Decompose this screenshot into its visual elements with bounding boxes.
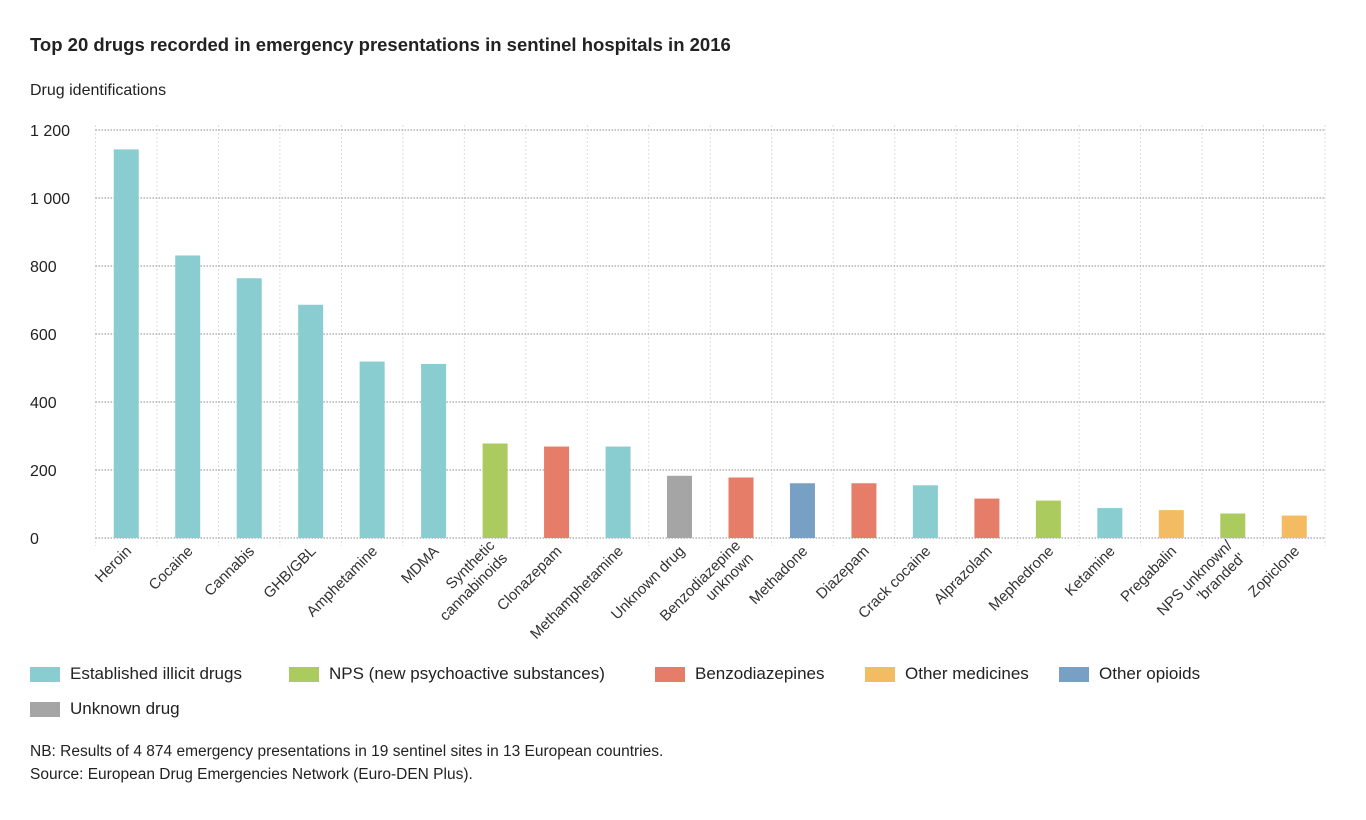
y-tick-label: 1 000 <box>30 191 70 208</box>
legend-swatch <box>655 666 685 682</box>
footnote: NB: Results of 4 874 emergency presentat… <box>30 743 664 760</box>
legend-item-benzodiazepines: Benzodiazepines <box>655 664 824 684</box>
legend-item-unknown: Unknown drug <box>30 699 180 719</box>
y-tick-label: 400 <box>30 395 57 412</box>
legend-label: Established illicit drugs <box>70 664 242 683</box>
legend-label: Other opioids <box>1099 664 1201 683</box>
legend-label: Unknown drug <box>70 699 180 718</box>
y-axis-label: Drug identifications <box>30 82 167 99</box>
source-note: Source: European Drug Emergencies Networ… <box>30 766 473 783</box>
x-tick-label: Cannabis <box>201 543 258 600</box>
y-tick-label: 600 <box>30 327 57 344</box>
legend-label: NPS (new psychoactive substances) <box>329 664 605 683</box>
x-tick-label: Zopiclone <box>1245 543 1303 601</box>
y-tick-label: 1 200 <box>30 123 70 140</box>
bar-mdma <box>421 363 447 538</box>
legend-swatch <box>1059 666 1089 682</box>
y-tick-label: 200 <box>30 463 57 480</box>
bar-diazepam <box>851 483 877 538</box>
chart-title: Top 20 drugs recorded in emergency prese… <box>30 34 731 55</box>
x-tick-label: Diazepam <box>813 543 873 603</box>
bar-methadone <box>789 483 815 538</box>
bar-heroin <box>113 149 139 538</box>
bar-pregabalin <box>1158 510 1184 538</box>
x-tick-label: Mephedrone <box>986 543 1058 615</box>
bar-cannabis <box>236 278 262 538</box>
bar-nps-unknown-branded- <box>1220 513 1246 538</box>
bar-methamphetamine <box>605 446 631 538</box>
bar-crack-cocaine <box>912 485 938 538</box>
legend-swatch <box>30 666 60 682</box>
x-tick-label: Ketamine <box>1062 543 1119 600</box>
bar-unknown-drug <box>667 475 693 538</box>
x-tick-label: GHB/GBL <box>260 543 319 602</box>
x-tick-label: Alprazolam <box>931 543 996 608</box>
legend-item-other-opioids: Other opioids <box>1059 664 1200 684</box>
bar-clonazepam <box>544 446 570 538</box>
bar-ghb-gbl <box>298 304 324 538</box>
legend-item-nps: NPS (new psychoactive substances) <box>289 664 605 684</box>
bar-benzodiazepine-unknown <box>728 477 754 538</box>
x-tick-label: Heroin <box>92 543 135 586</box>
legend-swatch <box>289 666 319 682</box>
y-tick-label: 800 <box>30 259 57 276</box>
legend-item-other-medicines: Other medicines <box>865 664 1029 684</box>
bar-mephedrone <box>1035 500 1061 538</box>
bar-zopiclone <box>1281 515 1307 538</box>
x-tick-label: MDMA <box>398 543 442 587</box>
bar-alprazolam <box>974 498 1000 538</box>
legend-label: Benzodiazepines <box>695 664 825 683</box>
legend-label: Other medicines <box>905 664 1029 683</box>
bar-ketamine <box>1097 508 1123 538</box>
bar-chart: 0 200 400 600 800 1 000 1 200 Heroin Cocaine Cann… <box>30 123 1326 643</box>
x-tick-label: Cocaine <box>146 543 197 594</box>
x-tick-label: Methadone <box>746 543 811 608</box>
y-tick-label: 0 <box>30 531 39 548</box>
legend-swatch <box>30 701 60 717</box>
bar-cocaine <box>175 255 201 538</box>
legend-swatch <box>865 666 895 682</box>
bar-synthetic-cannabinoids <box>482 443 508 538</box>
legend-item-established: Established illicit drugs <box>30 664 242 684</box>
bar-amphetamine <box>359 361 385 538</box>
